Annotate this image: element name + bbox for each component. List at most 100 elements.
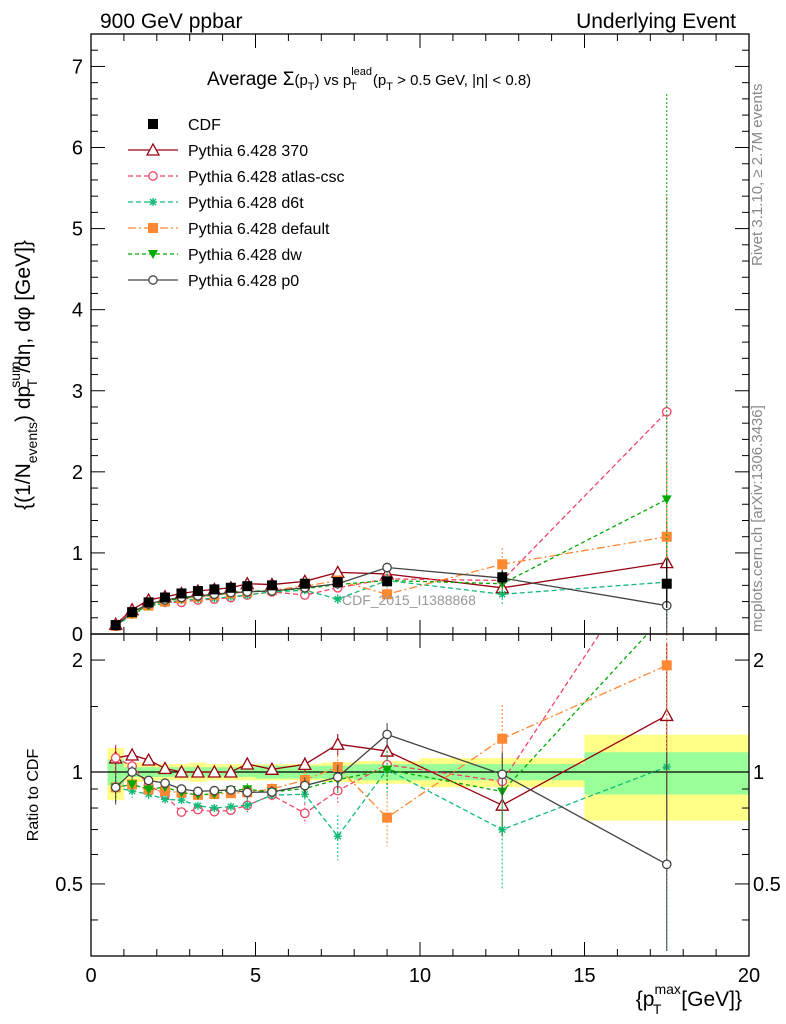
x-tick-label: 5 (250, 965, 261, 987)
ratio-point (176, 807, 187, 817)
cdf-point (299, 578, 310, 589)
cdf-uncertainty-bands (91, 734, 749, 821)
ratio-point (125, 747, 140, 761)
cdf-point (110, 620, 121, 631)
rivet-label: Rivet 3.1.10, ≥ 2.7M events (749, 84, 766, 267)
ratio-point (127, 780, 138, 790)
data-point (497, 559, 508, 570)
ratio-point (209, 785, 220, 796)
ratio-point (127, 767, 137, 777)
ratio-tick-label-right: 1 (753, 762, 764, 784)
legend-marker (148, 171, 158, 181)
legend-label: Pythia 6.428 p0 (188, 273, 299, 290)
legend-marker (148, 223, 158, 233)
legend-label: Pythia 6.428 dw (188, 247, 302, 264)
ratio-point (143, 785, 154, 795)
header-right: Underlying Event (576, 10, 736, 33)
ratio-series-4 (110, 634, 649, 837)
y-tick-label: 6 (72, 138, 83, 160)
data-point (382, 562, 392, 573)
ratio-point (332, 772, 343, 782)
y-tick-label: 4 (72, 300, 83, 322)
header-left: 900 GeV ppbar (100, 10, 242, 33)
legend-entry: Pythia 6.428 atlas-csc (128, 169, 345, 186)
ratio-point (176, 784, 187, 794)
legend-marker (145, 142, 161, 156)
ratio-point (161, 795, 170, 804)
legend-label: Pythia 6.428 atlas-csc (188, 169, 345, 186)
cdf-data (110, 559, 672, 631)
legend-entry: Pythia 6.428 370 (128, 142, 308, 160)
ratio-line (115, 634, 649, 796)
legend: CDF Pythia 6.428 370 Pythia 6.428 atlas-cs… (128, 117, 345, 290)
legend-entry: Pythia 6.428 default (128, 221, 330, 238)
ratio-point (661, 660, 672, 671)
ratio-point (333, 832, 342, 841)
analysis-watermark: CDF_2015_I1388868 (342, 592, 476, 608)
cdf-point (497, 572, 508, 583)
y-tick-label: 1 (72, 543, 83, 565)
x-axis-label: {pmax T [GeV]} (636, 981, 742, 1017)
ratio-point (382, 812, 393, 823)
legend-entry: Pythia 6.428 d6t (128, 195, 304, 212)
x-tick-label: 15 (573, 965, 595, 987)
data-point (382, 589, 393, 600)
cdf-point (176, 588, 187, 599)
cdf-point (225, 582, 236, 593)
ratio-tick-label-right: 2 (753, 650, 764, 672)
x-tick-label: 0 (85, 965, 96, 987)
y-tick-label: 3 (72, 381, 83, 403)
ratio-point (299, 808, 310, 819)
ratio-point (299, 780, 310, 791)
ratio-point (110, 782, 121, 793)
ratio-tick-label: 1 (72, 762, 83, 784)
ratio-y-axis-label: Ratio to CDF (25, 749, 42, 842)
legend-label: Pythia 6.428 370 (188, 143, 308, 160)
ratio-point (661, 859, 672, 870)
ratio-point (193, 801, 202, 810)
legend-entry: CDF (148, 117, 221, 134)
legend-marker (149, 198, 157, 206)
cdf-point (192, 586, 203, 597)
cdf-point (143, 597, 154, 608)
ratio-point (297, 756, 312, 771)
ratio-tick-label: 0.5 (55, 874, 83, 896)
series-0 (108, 522, 674, 630)
ratio-point (207, 764, 222, 778)
cdf-point (127, 607, 138, 618)
y-tick-label: 5 (72, 219, 83, 241)
cdf-point (242, 581, 253, 592)
x-tick-label: 10 (409, 965, 431, 987)
ratio-point (267, 787, 277, 797)
ratio-point (225, 785, 236, 795)
ratio-point (110, 753, 121, 763)
axes-layer: 0 5 10 15 20 0 1 2 3 4 5 6 7 0.5 0.5 1 1 2 2 (55, 33, 781, 987)
cdf-point (382, 576, 393, 587)
ratio-point (243, 801, 252, 810)
cdf-point (160, 592, 171, 603)
ratio-point (193, 786, 203, 797)
y-tick-label: 0 (72, 624, 83, 646)
legend-entry: Pythia 6.428 dw (128, 247, 302, 264)
legend-marker (148, 119, 158, 129)
legend-label: Pythia 6.428 default (188, 221, 330, 238)
y-axis-label: {(1/Nevents) dpsumT/dη, dφ [GeV]} (7, 240, 40, 510)
ratio-point (190, 764, 206, 778)
data-point (333, 595, 342, 604)
data-point (498, 590, 507, 599)
ratio-point (330, 736, 345, 750)
ratio-tick-label: 2 (72, 650, 83, 672)
cdf-point (661, 578, 672, 589)
plot-title: Average Σ(pT) vs plead T (pT > 0.5 GeV, |… (207, 66, 531, 93)
ratio-tick-label-right: 0.5 (753, 874, 781, 896)
ratio-point (382, 765, 393, 775)
legend-marker (148, 275, 158, 285)
ratio-point (157, 761, 173, 775)
ratio-point (210, 804, 219, 813)
ratio-point (264, 761, 280, 775)
legend-marker (148, 250, 158, 259)
cdf-point (209, 584, 220, 595)
ratio-point (497, 769, 508, 780)
x-tick-label: 20 (738, 965, 760, 987)
